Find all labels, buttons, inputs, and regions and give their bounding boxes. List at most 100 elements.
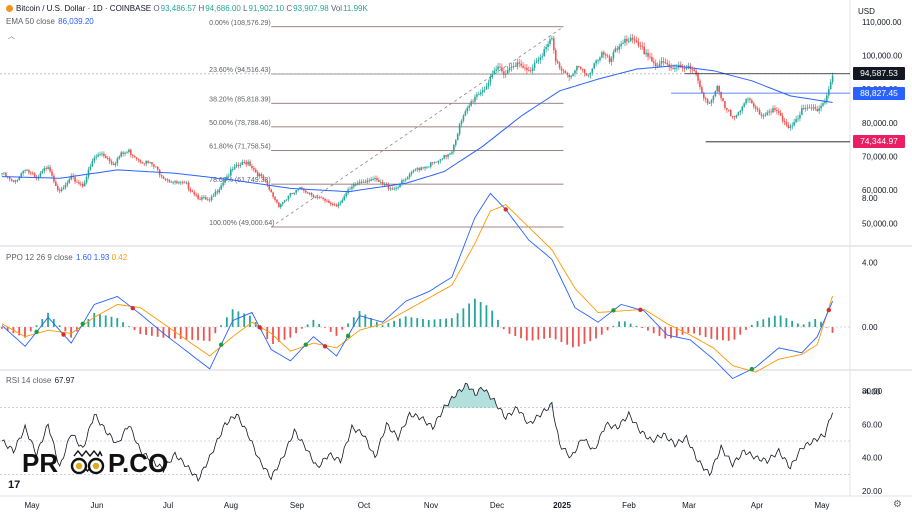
candle-body [68, 179, 71, 183]
candle-body [356, 183, 359, 185]
candle-body [149, 162, 151, 163]
candle-body [462, 115, 465, 121]
candle-body [603, 52, 605, 55]
candle-body [339, 202, 342, 204]
candle-body [433, 161, 436, 163]
candle-body [485, 86, 488, 90]
ppo-histogram-bar [566, 327, 569, 345]
candle-body [337, 203, 340, 207]
candle-body [495, 69, 497, 71]
candle-body [426, 166, 428, 168]
price-axis-tick: 60,000.00 [862, 186, 898, 195]
candle-body [768, 111, 770, 113]
candle-body [589, 72, 592, 75]
candle-body [631, 37, 634, 40]
candle-body [47, 167, 49, 169]
candle-body [581, 68, 584, 70]
candle-body [397, 187, 399, 189]
candle-body [449, 153, 451, 155]
candle-body [341, 199, 344, 203]
ppo-histogram-bar [145, 327, 148, 335]
ppo-histogram-bar [214, 327, 217, 334]
candle-body [654, 63, 657, 67]
candle-body [639, 45, 642, 47]
fib-level-label: 100.00% (49,000.64) [209, 220, 274, 227]
ppo-histogram-bar [133, 327, 136, 331]
candle-body [110, 161, 113, 164]
ppo-legend[interactable]: PPO 12 26 9 close 1.60 1.93 0.42 [6, 253, 127, 263]
candle-body [672, 68, 674, 70]
candle-body [504, 73, 507, 75]
ppo-histogram-bar [6, 327, 9, 331]
ema-key: EMA 50 close [6, 17, 55, 26]
candle-body [456, 133, 459, 141]
ppo-histogram-bar [727, 327, 730, 341]
candle-body [178, 182, 180, 184]
candle-body [8, 176, 11, 180]
gear-icon[interactable]: ⚙ [893, 499, 902, 510]
candle-body [712, 96, 715, 101]
ppo-pane [0, 192, 850, 380]
ppo-histogram-bar [220, 325, 222, 327]
ppo-histogram-bar [820, 321, 822, 327]
candle-body [103, 153, 105, 157]
candle-body [820, 105, 822, 109]
ppo-histogram-bar [422, 319, 424, 327]
candle-body [745, 99, 747, 104]
candle-body [76, 181, 78, 183]
candle-body [354, 184, 357, 186]
candle-body [681, 67, 684, 69]
candle-body [420, 167, 422, 171]
candle-body [58, 190, 61, 192]
candle-body [737, 112, 740, 116]
candle-body [716, 85, 719, 92]
ppo-histogram-bar [548, 327, 551, 338]
candle-body [97, 154, 99, 157]
tradingview-logo-icon[interactable]: 17 [8, 479, 21, 491]
candle-body [727, 109, 730, 111]
fibonacci-retracement[interactable]: 0.00% (108,576.29) 23.60% (94,516.43) 38.2… [209, 20, 564, 228]
candle-body [199, 198, 201, 200]
candle-body [181, 182, 184, 184]
candle-body [439, 159, 442, 161]
candle-body [95, 156, 98, 158]
rsi-legend[interactable]: RSI 14 close 67.97 [6, 376, 75, 386]
candle-body [187, 182, 190, 190]
prop-co-logo-icon: PR P.CO [22, 448, 168, 478]
horizontal-level-lines[interactable] [0, 73, 850, 143]
candle-body [379, 181, 382, 183]
ppo-histogram-bar [473, 298, 476, 327]
ppo-histogram-bar [733, 327, 736, 340]
candle-body [333, 204, 336, 206]
candle-body [256, 172, 259, 177]
candle-body [706, 99, 709, 104]
candle-body [418, 168, 421, 171]
candle-body [116, 158, 119, 164]
collapse-legend-toggle[interactable]: ︿ [8, 31, 18, 42]
candle-body [156, 166, 159, 170]
candle-body [514, 66, 517, 68]
candle-body [141, 162, 144, 164]
candle-body [316, 196, 319, 198]
candle-body [649, 56, 651, 58]
candle-body [722, 98, 724, 102]
price-axis-tick: 100,000.00 [862, 52, 903, 61]
candle-body [724, 101, 726, 108]
candle-body [435, 161, 438, 163]
time-axis-tick: Feb [622, 501, 636, 510]
candle-body [758, 109, 761, 115]
ppo-histogram-bar [520, 327, 522, 339]
candle-body [797, 118, 799, 120]
candle-body [293, 192, 296, 194]
symbol-legend[interactable]: Bitcoin / U.S. Dollar · 1D · COINBASE O9… [6, 4, 368, 14]
candle-body [802, 108, 805, 109]
ppo-histogram-bar [635, 325, 638, 327]
ema-legend[interactable]: EMA 50 close 86,039.20 [6, 17, 94, 27]
fib-level-label: 0.00% (108,576.29) [209, 20, 271, 27]
ppo-histogram-bar [750, 324, 753, 327]
high-key: H [198, 4, 205, 13]
candle-body [372, 179, 374, 180]
candle-body [283, 200, 286, 203]
ppo-histogram-bar [485, 305, 488, 327]
